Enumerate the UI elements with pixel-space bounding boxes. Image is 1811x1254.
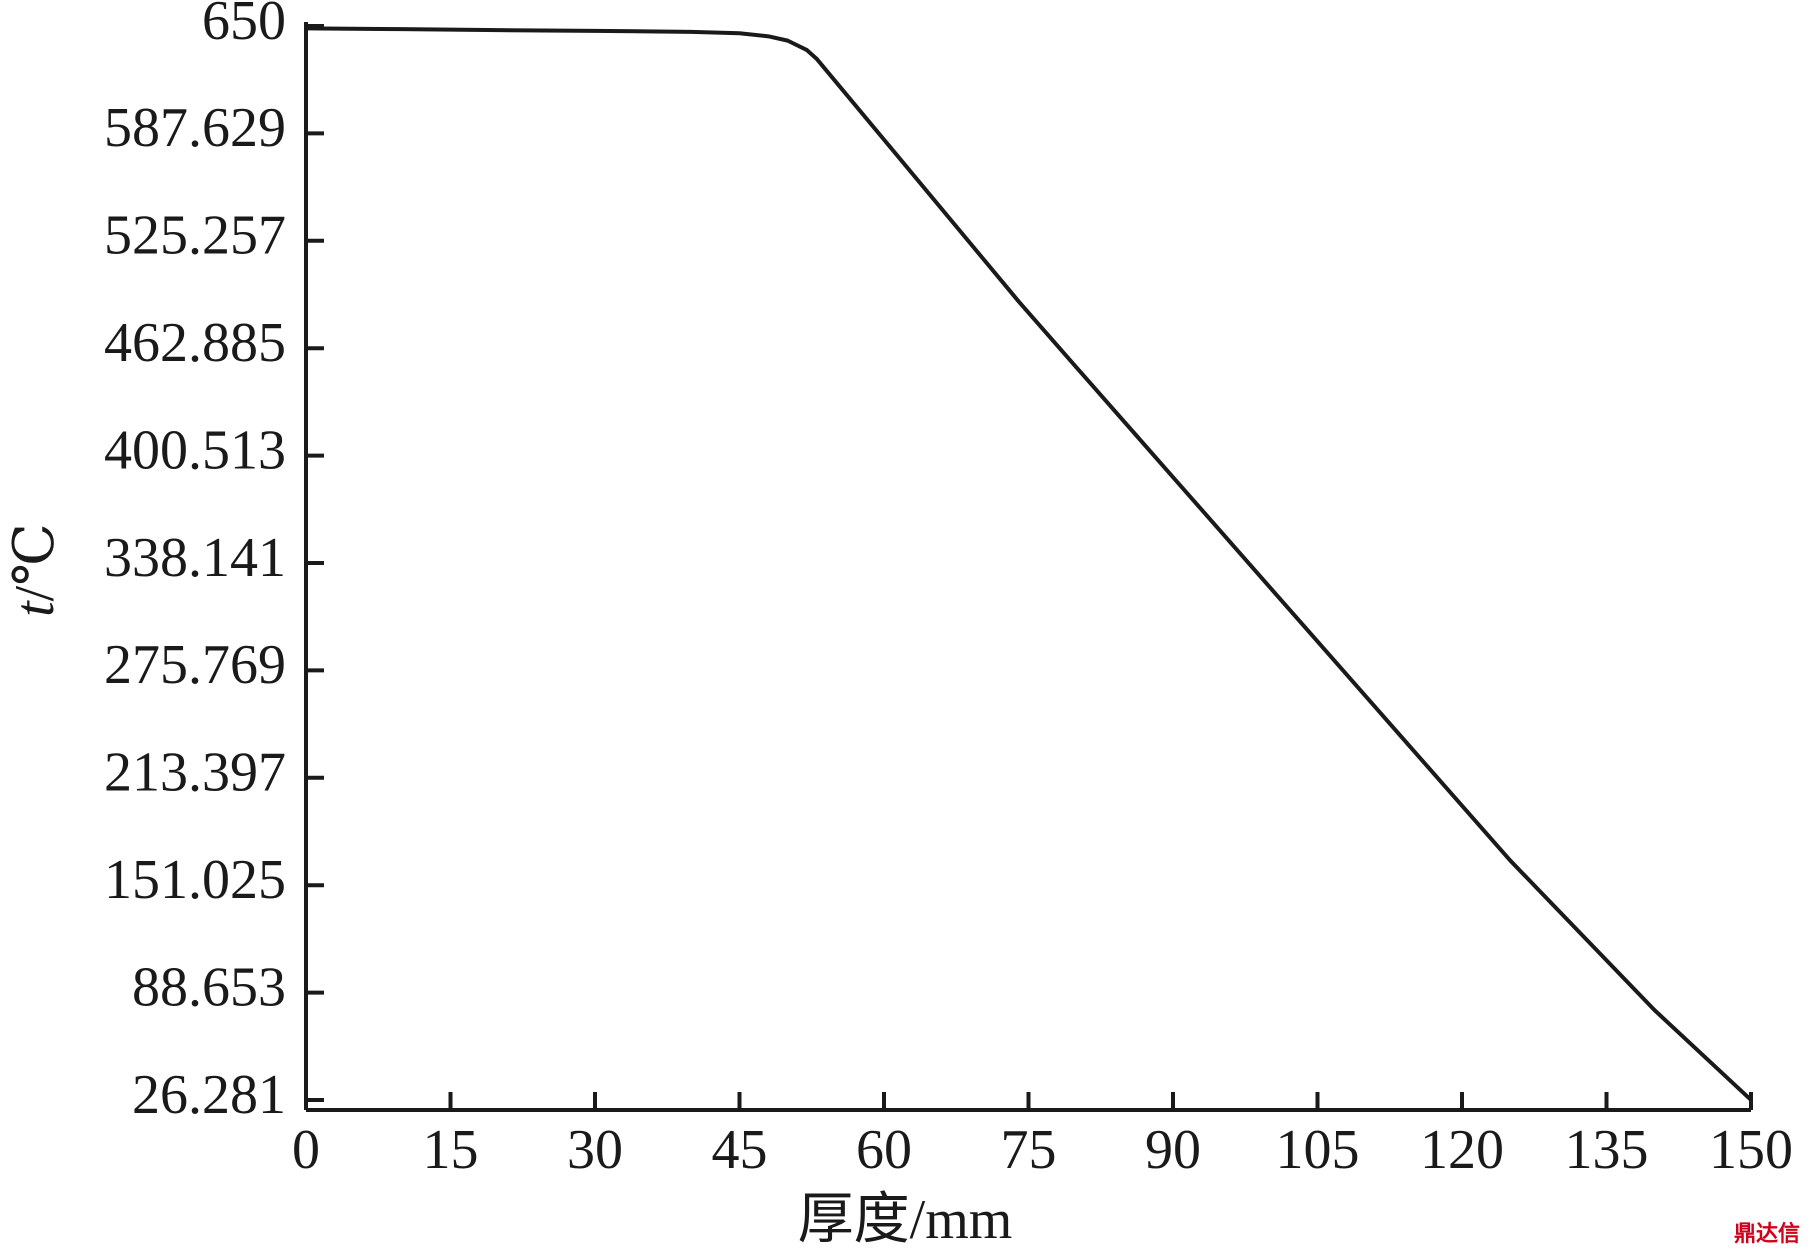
y-tick-label: 338.141 (104, 527, 286, 589)
y-tick-label: 275.769 (104, 634, 286, 696)
y-axis-label: t/℃ (4, 523, 66, 617)
x-tick-label: 60 (856, 1119, 912, 1181)
x-tick-label: 45 (712, 1119, 768, 1181)
y-tick-label: 26.281 (132, 1064, 286, 1126)
y-tick-label: 88.653 (132, 956, 286, 1018)
y-tick-label: 650 (202, 0, 286, 52)
x-tick-label: 105 (1276, 1119, 1360, 1181)
x-axis-label: 厚度/mm (798, 1189, 1013, 1251)
x-tick-label: 90 (1145, 1119, 1201, 1181)
data-line (305, 26, 1753, 1102)
y-tick-label: 151.025 (104, 849, 286, 911)
y-tick-label: 400.513 (104, 419, 286, 481)
y-axis-label-unit: /℃ (4, 523, 66, 601)
y-tick-label: 462.885 (104, 312, 286, 374)
x-tick-label: 30 (567, 1119, 623, 1181)
x-tick-label: 75 (1001, 1119, 1057, 1181)
y-tick-label: 587.629 (104, 97, 286, 159)
y-axis-label-italic: t (4, 600, 66, 617)
x-tick-label: 135 (1565, 1119, 1649, 1181)
x-tick-label: 150 (1709, 1119, 1793, 1181)
x-tick-label: 120 (1420, 1119, 1504, 1181)
x-tick-label: 0 (292, 1119, 320, 1181)
y-tick-label: 213.397 (104, 742, 286, 804)
x-tick-label: 15 (423, 1119, 479, 1181)
y-tick-label: 525.257 (104, 205, 286, 267)
watermark: 鼎达信 (1734, 1221, 1800, 1247)
